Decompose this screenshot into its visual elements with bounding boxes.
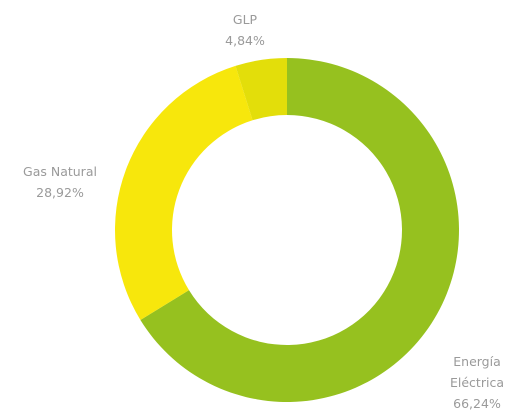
category-label: Gas Natural	[23, 164, 97, 179]
segment-label: Energía Eléctrica 66,24%	[437, 351, 510, 414]
value-label: 66,24%	[453, 396, 501, 411]
category-label: GLP	[232, 12, 258, 27]
value-label: 4,84%	[225, 33, 265, 48]
category-label: Energía Eléctrica	[450, 354, 504, 390]
donut-segment	[140, 58, 459, 402]
segment-label: GLP 4,84%	[205, 9, 285, 51]
value-label: 28,92%	[36, 185, 84, 200]
donut-segment	[115, 65, 253, 320]
segment-label: Gas Natural 28,92%	[0, 161, 120, 203]
donut-segment	[235, 58, 287, 121]
